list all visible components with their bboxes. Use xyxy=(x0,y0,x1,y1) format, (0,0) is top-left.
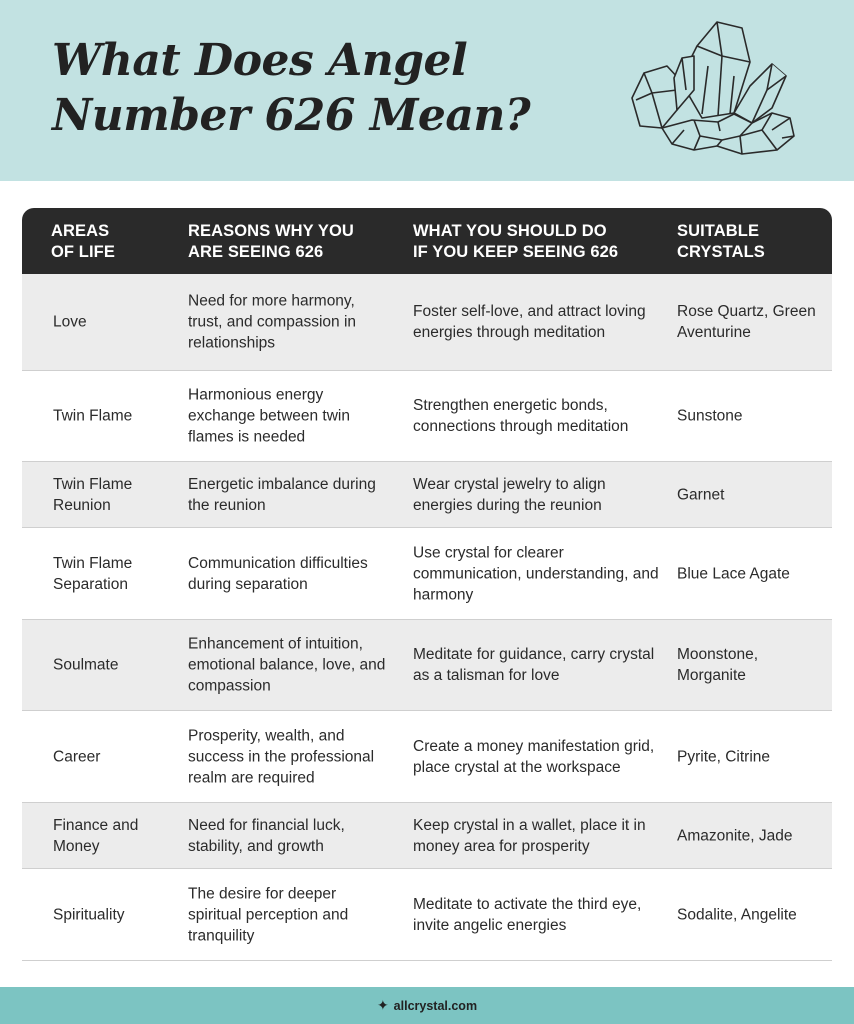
header-areas-of-life: AREAS OF LIFE xyxy=(51,222,115,261)
area-cell: Twin Flame Separation xyxy=(53,554,133,593)
footer-bar: ✦ allcrystal.com xyxy=(0,987,854,1024)
reason-cell: Energetic imbalance during the reunion xyxy=(188,475,376,514)
area-cell: Career xyxy=(53,748,101,765)
table-row: Twin Flame Harmonious energy exchange be… xyxy=(22,371,832,462)
area-cell: Soulmate xyxy=(53,656,119,674)
header-actions: WHAT YOU SHOULD DO IF YOU KEEP SEEING 62… xyxy=(413,222,619,261)
area-cell: Spirituality xyxy=(53,906,125,923)
reason-cell: Enhancement of intuition, emotional bala… xyxy=(188,635,386,695)
crystal-cell: Sunstone xyxy=(677,407,743,425)
crystal-cell: Sodalite, Angelite xyxy=(677,906,797,923)
crystal-cluster-icon xyxy=(631,21,795,155)
reason-cell: The desire for deeper spiritual percepti… xyxy=(188,885,349,944)
crystal-cell: Garnet xyxy=(677,486,725,503)
crystal-cell: Blue Lace Agate xyxy=(677,565,790,582)
table-row: Twin Flame Separation Communication diff… xyxy=(22,528,832,620)
meaning-table: AREAS OF LIFE REASONS WHY YOU ARE SEEING… xyxy=(22,208,832,961)
action-cell: Create a money manifestation grid, place… xyxy=(413,737,655,776)
table-row: Career Prosperity, wealth, and success i… xyxy=(22,711,832,803)
table-header: AREAS OF LIFE REASONS WHY YOU ARE SEEING… xyxy=(22,208,832,274)
action-cell: Use crystal for clearer communication, u… xyxy=(413,544,659,603)
action-cell: Meditate to activate the third eye, invi… xyxy=(413,895,642,934)
crystal-cell: Amazonite, Jade xyxy=(677,827,793,844)
table-row: Twin Flame Reunion Energetic imbalance d… xyxy=(22,462,832,528)
reason-cell: Need for more harmony, trust, and compas… xyxy=(188,292,357,352)
crystal-cell: Moonstone, Morganite xyxy=(677,646,758,684)
page-title: What Does Angel Number 626 Mean? xyxy=(52,35,531,141)
site-link[interactable]: allcrystal.com xyxy=(393,998,478,1013)
area-cell: Love xyxy=(53,313,87,331)
reason-cell: Need for financial luck, stability, and … xyxy=(188,816,345,855)
header-banner: What Does Angel Number 626 Mean? xyxy=(0,0,854,181)
table-row: Finance and Money Need for financial luc… xyxy=(22,803,832,869)
reason-cell: Communication difficulties during separa… xyxy=(188,554,368,593)
table-row: Spirituality The desire for deeper spiri… xyxy=(22,869,832,961)
action-cell: Strengthen energetic bonds, connections … xyxy=(413,397,629,435)
table-row: Soulmate Enhancement of intuition, emoti… xyxy=(22,620,832,711)
action-cell: Wear crystal jewelry to align energies d… xyxy=(413,475,606,514)
crystal-cell: Pyrite, Citrine xyxy=(677,748,771,765)
area-cell: Finance and Money xyxy=(53,816,139,855)
header-crystals: SUITABLE CRYSTALS xyxy=(677,222,765,261)
reason-cell: Prosperity, wealth, and success in the p… xyxy=(188,727,375,786)
action-cell: Keep crystal in a wallet, place it in mo… xyxy=(413,816,646,855)
table-row: Love Need for more harmony, trust, and c… xyxy=(22,274,832,371)
area-cell: Twin Flame Reunion xyxy=(53,475,133,514)
action-cell: Meditate for guidance, carry crystal as … xyxy=(413,646,655,684)
action-cell: Foster self-love, and attract loving ene… xyxy=(413,303,646,341)
reason-cell: Harmonious energy exchange between twin … xyxy=(188,386,351,446)
sparkle-icon: ✦ xyxy=(376,997,389,1013)
header-reasons: REASONS WHY YOU ARE SEEING 626 xyxy=(188,222,354,261)
crystal-cell: Rose Quartz, Green Aventurine xyxy=(677,303,816,341)
area-cell: Twin Flame xyxy=(53,407,133,425)
